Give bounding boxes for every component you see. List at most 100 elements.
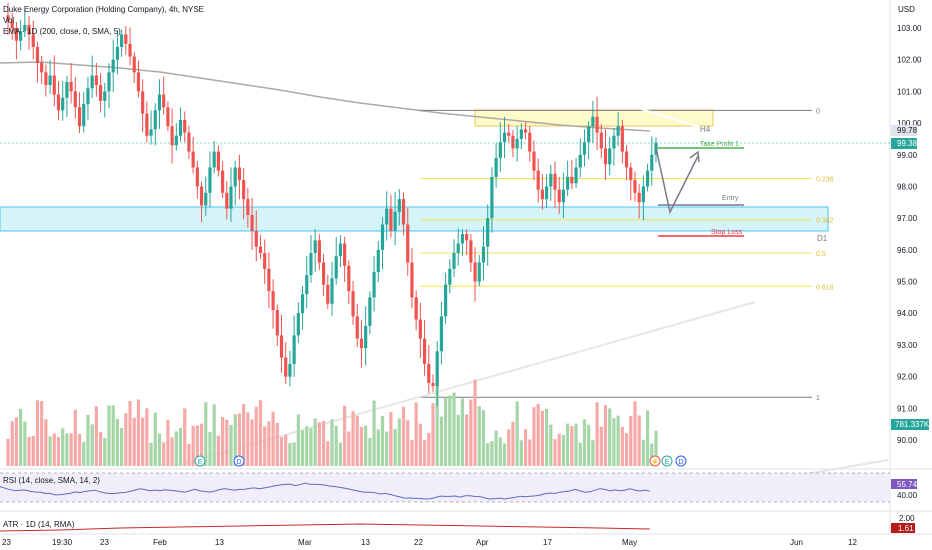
candle-body[interactable]	[6, 15, 10, 22]
candle-body[interactable]	[359, 338, 364, 349]
candle-body[interactable]	[515, 138, 519, 149]
candle-body[interactable]	[620, 126, 624, 152]
candle-body[interactable]	[305, 275, 309, 295]
candle-body[interactable]	[27, 24, 31, 35]
candle-body[interactable]	[153, 110, 157, 130]
candle-body[interactable]	[174, 135, 178, 146]
candle-body[interactable]	[56, 94, 61, 111]
candle-body[interactable]	[246, 199, 250, 215]
candle-body[interactable]	[204, 192, 208, 206]
candle-body[interactable]	[401, 199, 406, 225]
candle-body[interactable]	[52, 75, 56, 95]
candle-body[interactable]	[414, 297, 418, 320]
candle-body[interactable]	[460, 234, 465, 244]
candle-body[interactable]	[574, 167, 578, 184]
candle-body[interactable]	[183, 119, 187, 133]
candle-body[interactable]	[187, 132, 191, 152]
candle-body[interactable]	[532, 151, 536, 171]
candle-body[interactable]	[528, 132, 532, 152]
candle-body[interactable]	[141, 91, 145, 114]
candle-body[interactable]	[469, 240, 473, 263]
candle-body[interactable]	[82, 104, 86, 127]
candle-body[interactable]	[343, 243, 347, 266]
candle-body[interactable]	[263, 253, 267, 269]
candle-body[interactable]	[77, 107, 82, 127]
candle-body[interactable]	[536, 170, 540, 190]
candle-body[interactable]	[561, 189, 566, 203]
candle-body[interactable]	[553, 173, 557, 190]
candle-body[interactable]	[271, 291, 275, 311]
candle-body[interactable]	[69, 81, 73, 92]
candle-body[interactable]	[14, 28, 19, 41]
candle-body[interactable]	[120, 34, 124, 48]
candle-body[interactable]	[19, 31, 23, 41]
candle-body[interactable]	[507, 132, 511, 136]
candle-body[interactable]	[490, 176, 494, 219]
candle-body[interactable]	[448, 268, 452, 285]
candle-body[interactable]	[170, 126, 174, 146]
candle-body[interactable]	[612, 135, 616, 149]
candle-body[interactable]	[422, 338, 427, 364]
candle-body[interactable]	[195, 167, 199, 187]
candle-body[interactable]	[61, 97, 65, 111]
candle-body[interactable]	[73, 91, 77, 108]
candle-body[interactable]	[254, 230, 258, 247]
flash-marker-icon[interactable]	[649, 455, 661, 467]
dividend-marker-icon[interactable]	[233, 455, 245, 467]
ascending-trendline-ext[interactable]	[799, 459, 889, 476]
candle-body[interactable]	[511, 135, 515, 149]
candle-body[interactable]	[162, 94, 166, 108]
candle-body[interactable]	[220, 170, 225, 193]
candle-body[interactable]	[237, 167, 242, 181]
candle-body[interactable]	[616, 126, 620, 136]
candle-body[interactable]	[334, 256, 338, 279]
candle-body[interactable]	[300, 294, 305, 314]
candle-body[interactable]	[368, 297, 372, 326]
candle-body[interactable]	[149, 129, 153, 136]
candle-body[interactable]	[570, 176, 574, 184]
candle-body[interactable]	[637, 192, 641, 203]
candle-body[interactable]	[229, 186, 233, 209]
candle-body[interactable]	[233, 167, 237, 187]
candle-body[interactable]	[544, 186, 549, 200]
candle-body[interactable]	[313, 240, 317, 254]
candle-body[interactable]	[389, 208, 393, 231]
candle-body[interactable]	[444, 284, 448, 317]
candle-body[interactable]	[94, 75, 98, 86]
candle-body[interactable]	[486, 218, 490, 247]
candle-body[interactable]	[258, 246, 263, 254]
candle-body[interactable]	[582, 142, 587, 155]
candle-body[interactable]	[465, 234, 469, 241]
candle-body[interactable]	[90, 75, 94, 89]
candle-body[interactable]	[178, 119, 183, 136]
candle-body[interactable]	[284, 357, 288, 377]
candle-body[interactable]	[481, 246, 486, 263]
candle-body[interactable]	[98, 85, 103, 101]
candle-body[interactable]	[191, 151, 195, 168]
candle-body[interactable]	[418, 319, 422, 339]
candle-body[interactable]	[35, 47, 40, 63]
candle-body[interactable]	[103, 91, 107, 101]
candle-body[interactable]	[309, 253, 313, 276]
candle-body[interactable]	[355, 316, 359, 339]
fibonacci-retracement[interactable]: 0 0.236 0.382 0.5 0.618 1	[420, 108, 834, 402]
candle-body[interactable]	[578, 154, 582, 168]
candle-body[interactable]	[427, 363, 431, 383]
candle-body[interactable]	[145, 113, 149, 136]
candle-body[interactable]	[519, 129, 523, 139]
candle-body[interactable]	[157, 94, 162, 111]
candle-body[interactable]	[498, 142, 502, 158]
candle-body[interactable]	[406, 224, 410, 263]
candle-body[interactable]	[603, 148, 608, 165]
candle-body[interactable]	[595, 116, 599, 133]
candle-body[interactable]	[124, 34, 128, 44]
candle-body[interactable]	[452, 253, 456, 269]
candle-body[interactable]	[633, 180, 637, 193]
candle-body[interactable]	[212, 151, 216, 168]
projection-path[interactable]	[655, 147, 699, 215]
demand-zone[interactable]	[0, 206, 829, 232]
candle-body[interactable]	[48, 75, 52, 86]
dividend-marker-icon[interactable]	[675, 455, 687, 467]
candlesticks[interactable]	[6, 2, 658, 407]
candle-body[interactable]	[65, 81, 69, 98]
